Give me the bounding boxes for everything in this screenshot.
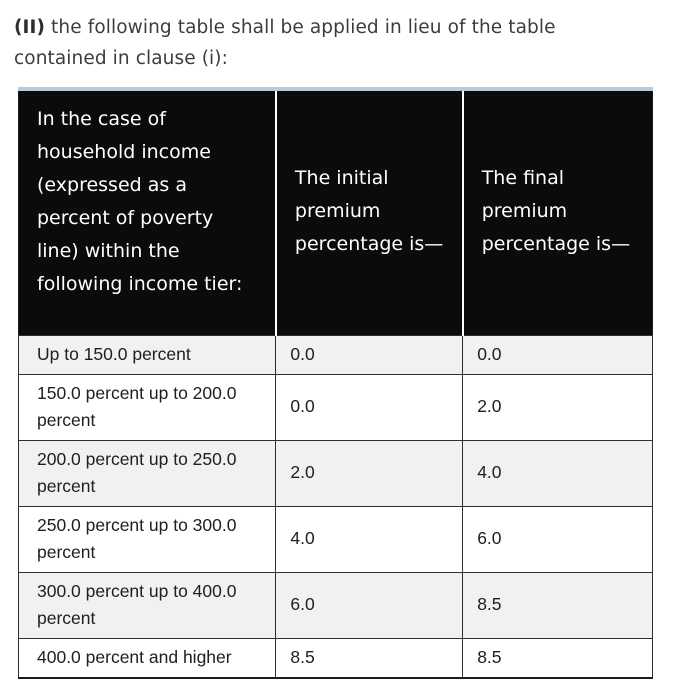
final-premium-cell: 8.5 [462,571,653,639]
initial-premium-cell: 2.0 [275,439,464,507]
final-premium-cell: 0.0 [462,334,653,375]
table-body: Up to 150.0 percent 0.0 0.0 150.0 percen… [17,334,653,678]
initial-premium-cell: 0.0 [275,373,464,441]
initial-premium-cell: 8.5 [275,637,464,678]
header-row: In the case of household income (express… [18,89,653,335]
premium-percentage-table: In the case of household income (express… [17,87,653,679]
final-premium-cell: 6.0 [462,505,653,573]
intro-text: the following table shall be applied in … [14,17,556,69]
table-row: 400.0 percent and higher 8.5 8.5 [17,637,653,678]
header-final-premium: The final premium percentage is— [461,89,653,335]
initial-premium-cell: 0.0 [275,334,464,375]
table-row: 300.0 percent up to 400.0 percent 6.0 8.… [17,571,653,639]
tier-cell: 150.0 percent up to 200.0 percent [17,373,277,441]
table-row: Up to 150.0 percent 0.0 0.0 [17,334,653,375]
tier-cell: 400.0 percent and higher [17,637,277,678]
tier-cell: Up to 150.0 percent [17,334,277,375]
tier-cell: 250.0 percent up to 300.0 percent [17,505,277,573]
intro-paragraph: (II) the following table shall be applie… [14,12,654,74]
final-premium-cell: 8.5 [462,637,653,678]
tier-cell: 200.0 percent up to 250.0 percent [17,439,277,507]
final-premium-cell: 4.0 [462,439,653,507]
final-premium-cell: 2.0 [462,373,653,441]
table-row: 150.0 percent up to 200.0 percent 0.0 2.… [17,373,653,441]
table-header: In the case of household income (express… [18,89,653,335]
header-initial-premium: The initial premium percentage is— [274,89,463,335]
tier-cell: 300.0 percent up to 400.0 percent [17,571,277,639]
clause-label: (II) [14,17,46,38]
table-row: 200.0 percent up to 250.0 percent 2.0 4.… [17,439,653,507]
table-row: 250.0 percent up to 300.0 percent 4.0 6.… [17,505,653,573]
initial-premium-cell: 4.0 [275,505,464,573]
header-income-tier: In the case of household income (express… [18,89,276,335]
initial-premium-cell: 6.0 [275,571,464,639]
